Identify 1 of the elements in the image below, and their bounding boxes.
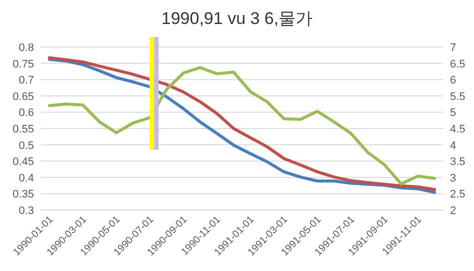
title: 1990,91 vu 3 6,물가: [161, 9, 313, 28]
